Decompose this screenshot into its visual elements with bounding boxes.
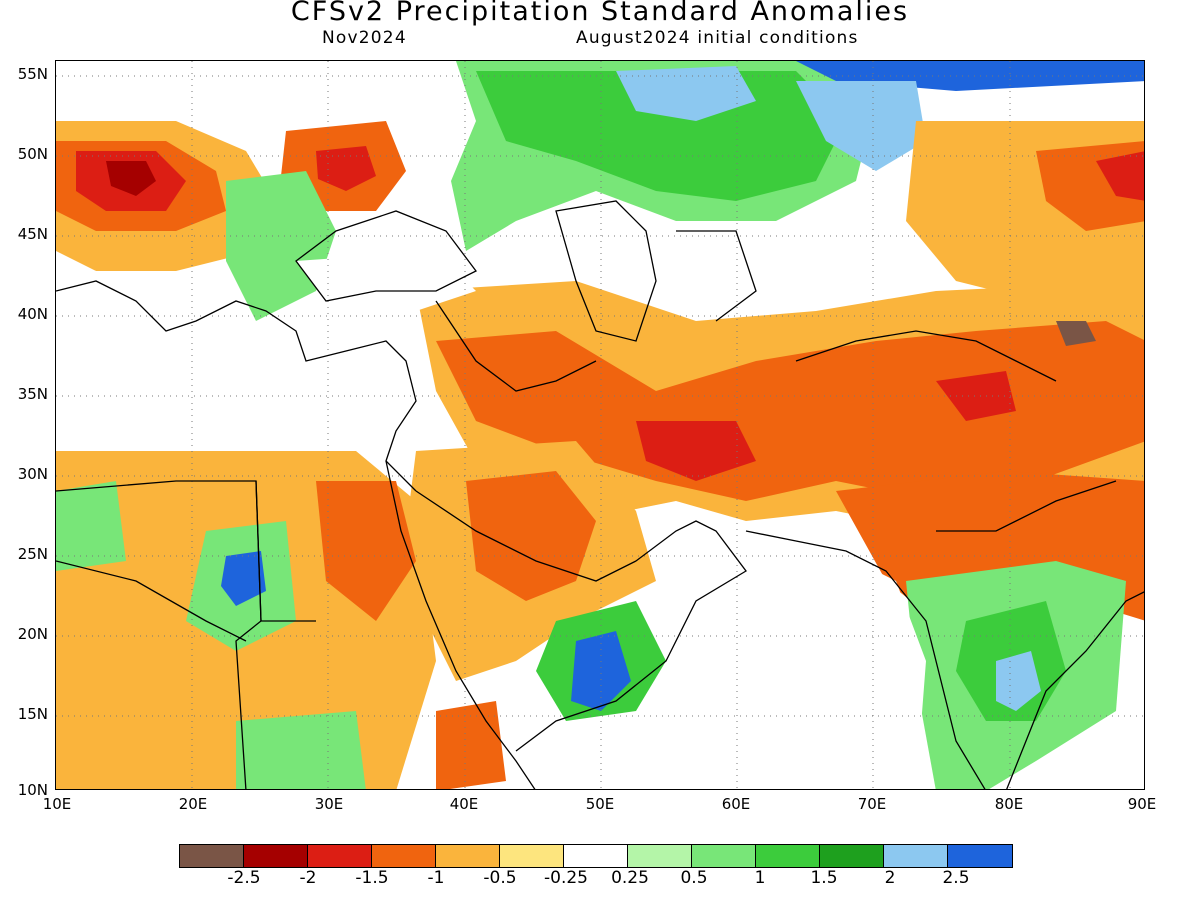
lat-label-10n: 10N — [17, 781, 48, 799]
colorbar-label: 0.5 — [680, 868, 708, 888]
colorbar-label: 2 — [884, 868, 896, 888]
colorbar-cell — [180, 845, 244, 867]
colorbar-cell — [628, 845, 692, 867]
lon-label-70e: 70E — [857, 795, 887, 813]
lon-label-40e: 40E — [449, 795, 479, 813]
colorbar-label: 2.5 — [942, 868, 970, 888]
colorbar-label: 0.25 — [611, 868, 649, 888]
colorbar-cell — [372, 845, 436, 867]
anomaly-map — [55, 60, 1145, 790]
colorbar-label: -1.5 — [355, 868, 389, 888]
colorbar-cell — [308, 845, 372, 867]
colorbar-cell — [244, 845, 308, 867]
lon-label-60e: 60E — [721, 795, 751, 813]
colorbar-label: -2 — [299, 868, 317, 888]
lat-label-45n: 45N — [17, 225, 48, 243]
coastlines — [56, 200, 1144, 789]
colorbar-cell — [820, 845, 884, 867]
colorbar-cell — [756, 845, 820, 867]
lat-label-35n: 35N — [17, 385, 48, 403]
lon-label-50e: 50E — [585, 795, 615, 813]
lat-label-40n: 40N — [17, 305, 48, 323]
lat-label-20n: 20N — [17, 625, 48, 643]
colorbar-cell — [564, 845, 628, 867]
lon-label-20e: 20E — [178, 795, 208, 813]
lat-label-30n: 30N — [17, 465, 48, 483]
anomaly-fields — [56, 61, 1144, 789]
colorbar-label: -0.5 — [483, 868, 517, 888]
initial-conditions: August2024 initial conditions — [576, 28, 859, 48]
target-month: Nov2024 — [322, 28, 407, 48]
colorbar-cell — [436, 845, 500, 867]
colorbar-label: -2.5 — [227, 868, 261, 888]
lat-label-15n: 15N — [17, 705, 48, 723]
colorbar-cell — [884, 845, 948, 867]
lon-label-30e: 30E — [314, 795, 344, 813]
colorbar-label: -1 — [427, 868, 445, 888]
map-title: CFSv2 Precipitation Standard Anomalies — [290, 0, 910, 27]
colorbar — [179, 844, 1013, 868]
lon-label-80e: 80E — [994, 795, 1024, 813]
colorbar-label: -0.25 — [544, 868, 588, 888]
colorbar-label: 1 — [754, 868, 766, 888]
lat-label-25n: 25N — [17, 545, 48, 563]
lat-label-55n: 55N — [17, 65, 48, 83]
lat-label-50n: 50N — [17, 145, 48, 163]
colorbar-cell — [948, 845, 1012, 867]
lon-label-10e: 10E — [42, 795, 72, 813]
colorbar-label: 1.5 — [810, 868, 838, 888]
colorbar-cell — [500, 845, 564, 867]
anomaly-map-svg — [56, 61, 1144, 789]
lon-label-90e: 90E — [1127, 795, 1157, 813]
colorbar-cell — [692, 845, 756, 867]
